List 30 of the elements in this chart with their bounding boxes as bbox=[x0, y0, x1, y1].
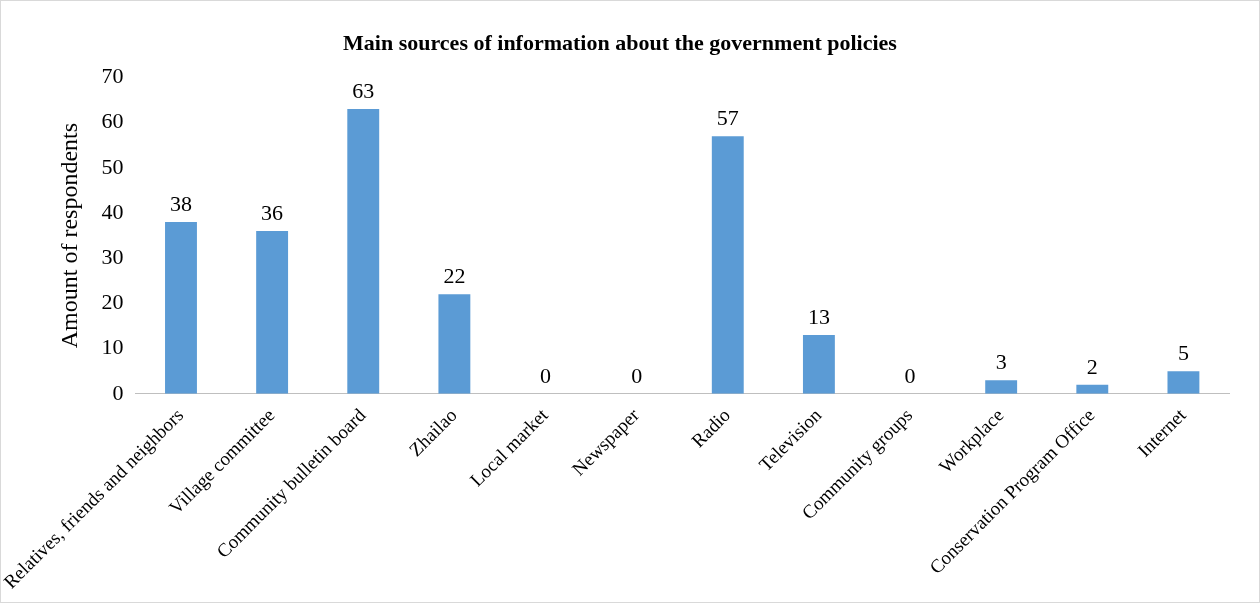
data-label: 0 bbox=[540, 362, 552, 388]
data-label: 0 bbox=[904, 362, 916, 388]
bar bbox=[985, 380, 1018, 394]
bar bbox=[438, 294, 471, 394]
data-label: 5 bbox=[1177, 339, 1189, 365]
y-tick-label: 40 bbox=[101, 198, 124, 224]
y-tick-label: 20 bbox=[101, 289, 124, 315]
bar bbox=[165, 222, 197, 394]
bar bbox=[256, 231, 289, 394]
data-label: 57 bbox=[716, 104, 739, 130]
data-label: 38 bbox=[169, 190, 192, 216]
y-tick-label: 30 bbox=[101, 243, 124, 269]
bar bbox=[711, 136, 744, 394]
chart-title: Main sources of information about the government policies bbox=[343, 29, 898, 55]
bar bbox=[802, 335, 835, 394]
bar bbox=[347, 109, 380, 394]
y-tick-label: 60 bbox=[101, 108, 124, 134]
data-label: 63 bbox=[352, 77, 375, 103]
data-label: 36 bbox=[261, 199, 284, 225]
bar bbox=[1167, 371, 1200, 394]
y-tick-label: 10 bbox=[101, 334, 124, 360]
y-tick-label: 70 bbox=[101, 63, 124, 89]
data-label: 3 bbox=[995, 348, 1007, 374]
data-label: 2 bbox=[1086, 353, 1098, 379]
data-label: 0 bbox=[631, 362, 643, 388]
y-tick-label: 50 bbox=[101, 153, 124, 179]
y-axis-title: Amount of respondents bbox=[56, 122, 83, 349]
data-label: 22 bbox=[443, 263, 466, 289]
data-label: 13 bbox=[807, 303, 830, 329]
y-tick-label: 0 bbox=[112, 379, 124, 405]
